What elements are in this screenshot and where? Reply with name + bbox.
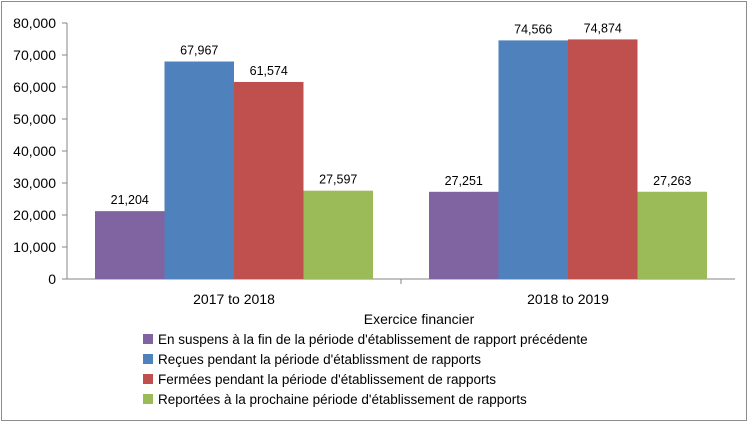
y-tick-label: 50,000 — [13, 111, 56, 127]
y-tick-label: 80,000 — [13, 15, 56, 31]
y-tick-label: 60,000 — [13, 79, 56, 95]
data-label: 27,263 — [653, 174, 691, 188]
bar — [303, 190, 373, 279]
legend-swatch — [143, 394, 153, 404]
data-label: 21,204 — [111, 193, 149, 207]
x-category-label: 2018 to 2019 — [527, 291, 609, 307]
legend-label: Fermées pendant la période d'établisseme… — [158, 372, 496, 387]
legend-swatch — [143, 354, 153, 364]
x-category-label: 2017 to 2018 — [193, 291, 275, 307]
bar — [429, 191, 499, 279]
y-tick-label: 30,000 — [13, 175, 56, 191]
legend-swatch — [143, 374, 153, 384]
legend-swatch — [143, 334, 153, 344]
y-tick-label: 10,000 — [13, 239, 56, 255]
x-axis-title: Exercice financier — [364, 311, 475, 327]
data-label: 67,967 — [180, 44, 218, 58]
y-tick-label: 0 — [48, 271, 56, 287]
bar — [637, 191, 707, 279]
data-label: 27,597 — [319, 173, 357, 187]
legend-label: Reportées à la prochaine période d'établ… — [158, 392, 527, 407]
y-tick-label: 40,000 — [13, 143, 56, 159]
bar — [234, 81, 304, 280]
bar — [568, 39, 638, 279]
data-label: 61,574 — [250, 64, 288, 78]
data-label: 74,566 — [514, 22, 552, 36]
bar — [164, 61, 234, 279]
legend-label: En suspens à la fin de la période d'étab… — [158, 332, 588, 347]
bar — [95, 211, 165, 279]
data-label: 27,251 — [445, 174, 483, 188]
bar — [498, 40, 568, 280]
data-label: 74,874 — [584, 21, 622, 35]
y-tick-label: 70,000 — [13, 47, 56, 63]
y-tick-label: 20,000 — [13, 207, 56, 223]
legend-label: Reçues pendant la période d'établissment… — [158, 352, 481, 367]
